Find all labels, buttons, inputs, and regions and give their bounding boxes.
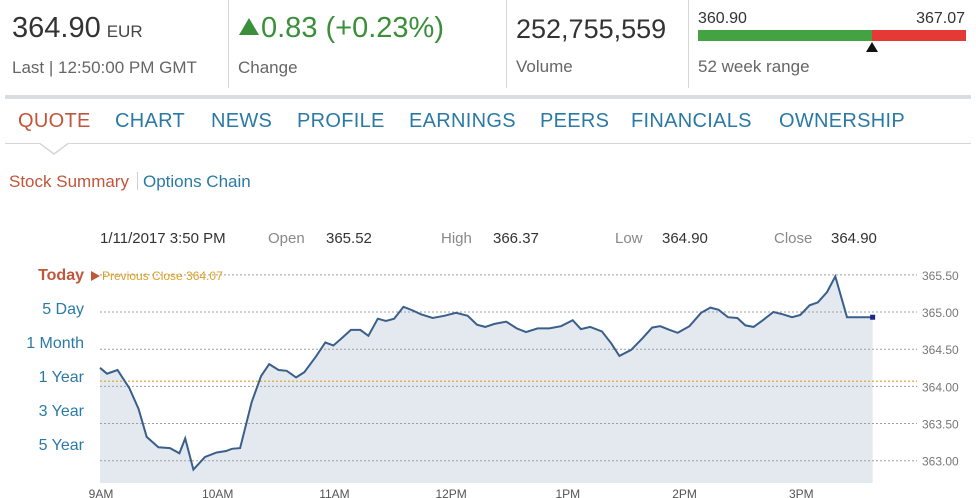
y-tick-label: 365.50 bbox=[922, 269, 959, 283]
x-tick-label: 3PM bbox=[789, 487, 814, 498]
x-tick-label: 2PM bbox=[672, 487, 697, 498]
x-tick-label: 10AM bbox=[202, 487, 233, 498]
range-label: 52 week range bbox=[698, 57, 810, 76]
tab-ownership[interactable]: OWNERSHIP bbox=[779, 110, 906, 132]
range-marker-icon bbox=[866, 42, 879, 52]
change-value: 0.83 (+0.23%) bbox=[239, 12, 444, 45]
y-tick-label: 365.00 bbox=[922, 306, 959, 320]
range-5-year-button[interactable]: 5 Year bbox=[38, 437, 84, 454]
header-divider bbox=[5, 95, 971, 99]
tab-chart[interactable]: CHART bbox=[115, 110, 186, 132]
volume-block: 252,755,559 Volume bbox=[506, 0, 688, 88]
previous-close-label: Previous Close 364.07 bbox=[102, 269, 223, 283]
chart-area-fill bbox=[100, 276, 873, 483]
range-high: 367.07 bbox=[916, 10, 965, 27]
range-low: 360.90 bbox=[698, 10, 747, 27]
tab-financials[interactable]: FINANCIALS bbox=[631, 110, 752, 132]
y-tick-label: 363.00 bbox=[922, 455, 959, 469]
subtab-stock-summary[interactable]: Stock Summary bbox=[9, 172, 129, 191]
subtab-options-chain[interactable]: Options Chain bbox=[142, 172, 251, 191]
previous-close-arrow-icon bbox=[91, 271, 100, 281]
tab-earnings[interactable]: EARNINGS bbox=[409, 110, 516, 132]
range-1-year-button[interactable]: 1 Year bbox=[38, 369, 84, 386]
last-price: 364.90 EUR bbox=[12, 12, 143, 44]
change-block: 0.83 (+0.23%) Change bbox=[228, 0, 506, 88]
x-tick-label: 12PM bbox=[435, 487, 466, 498]
close-value: 364.90 bbox=[831, 230, 877, 247]
tab-peers[interactable]: PEERS bbox=[540, 110, 610, 132]
range-block: 360.90 367.07 52 week range bbox=[688, 0, 976, 88]
tabs-underline bbox=[5, 143, 971, 144]
x-tick-label: 11AM bbox=[319, 487, 349, 498]
y-tick-label: 364.50 bbox=[922, 343, 959, 357]
high-label: High bbox=[441, 230, 472, 247]
range-bar-fill bbox=[698, 30, 873, 41]
price-chart: 363.00 363.50 364.00 364.50 365.00 365.50 9AM 1… bbox=[89, 269, 959, 498]
currency: EUR bbox=[106, 22, 143, 41]
last-price-marker bbox=[870, 314, 876, 320]
tab-profile[interactable]: PROFILE bbox=[297, 110, 385, 132]
price-line bbox=[99, 273, 873, 472]
range-today-button[interactable]: Today bbox=[38, 267, 84, 284]
range-5-day-button[interactable]: 5 Day bbox=[42, 301, 84, 318]
active-tab-pointer-icon bbox=[38, 142, 70, 155]
x-tick-label: 9AM bbox=[89, 487, 114, 498]
low-label: Low bbox=[615, 230, 643, 247]
high-value: 366.37 bbox=[493, 230, 539, 247]
y-tick-label: 363.50 bbox=[922, 418, 959, 432]
open-value: 365.52 bbox=[326, 230, 372, 247]
price-block: 364.90 EUR Last | 12:50:00 PM GMT bbox=[0, 0, 228, 88]
change-label: Change bbox=[238, 58, 298, 77]
sub-tabs: Stock Summary Options Chain bbox=[9, 172, 251, 192]
open-label: Open bbox=[268, 230, 305, 247]
volume-value: 252,755,559 bbox=[516, 14, 667, 44]
session-datetime: 1/11/2017 3:50 PM bbox=[100, 230, 226, 247]
low-value: 364.90 bbox=[662, 230, 708, 247]
range-bar bbox=[698, 30, 966, 41]
y-tick-label: 364.00 bbox=[922, 380, 959, 394]
tab-quote[interactable]: QUOTE bbox=[18, 110, 91, 132]
tab-news[interactable]: NEWS bbox=[211, 110, 273, 132]
previous-close-annotation: Previous Close 364.07 bbox=[91, 269, 223, 283]
last-time-label: Last | 12:50:00 PM GMT bbox=[12, 58, 197, 77]
volume-label: Volume bbox=[516, 57, 573, 76]
range-3-year-button[interactable]: 3 Year bbox=[38, 403, 84, 420]
subtab-separator bbox=[136, 172, 138, 190]
close-label: Close bbox=[774, 230, 813, 247]
quote-header: 364.90 EUR Last | 12:50:00 PM GMT 0.83 (+… bbox=[0, 0, 976, 90]
up-arrow-icon bbox=[239, 18, 259, 35]
main-tabs: QUOTE CHART NEWS PROFILE EARNINGS PEERS … bbox=[0, 110, 976, 144]
x-tick-label: 1PM bbox=[556, 487, 581, 498]
range-1-month-button[interactable]: 1 Month bbox=[26, 335, 84, 352]
